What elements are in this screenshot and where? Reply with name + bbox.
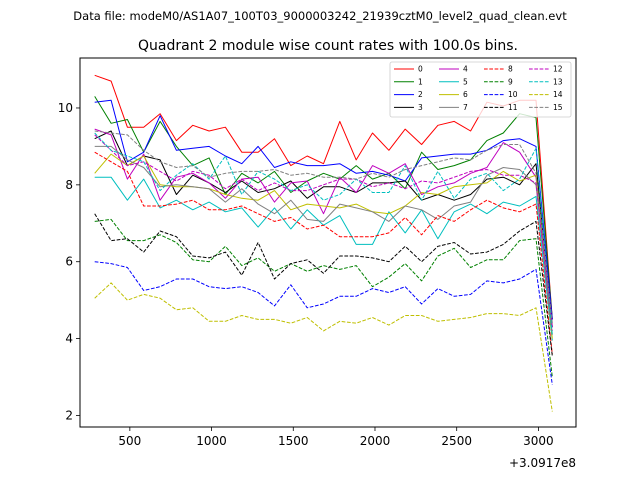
- x-axis-offset-label: +3.0917e8: [509, 456, 576, 470]
- legend-label-4: 4: [463, 65, 468, 74]
- series-line-14: [94, 282, 553, 412]
- legend-label-14: 14: [553, 90, 563, 99]
- plot-area: [80, 58, 576, 427]
- x-tick-label-1500: 1500: [278, 434, 309, 448]
- legend-label-15: 15: [553, 103, 563, 112]
- legend-label-13: 13: [553, 77, 563, 86]
- series-line-6: [94, 153, 553, 339]
- plot-frame: [79, 57, 577, 428]
- legend-label-11: 11: [508, 103, 518, 112]
- series-line-8: [94, 151, 553, 355]
- x-tick-label-500: 500: [118, 434, 141, 448]
- series-line-15: [94, 130, 553, 324]
- y-tick-label-2: 2: [65, 408, 73, 422]
- series-line-3: [94, 130, 553, 328]
- series-line-4: [94, 128, 553, 328]
- series-line-0: [94, 74, 553, 320]
- series-line-10: [94, 261, 553, 385]
- figure-suptitle: Data file: modeM0/AS1A07_100T03_90000032…: [73, 9, 567, 23]
- axes-layer: 500 1000 1500 2000 2500 3000 2 4 6 8 10: [58, 101, 554, 448]
- series-line-11: [94, 213, 553, 356]
- legend-label-2: 2: [418, 90, 423, 99]
- y-tick-label-10: 10: [58, 101, 73, 115]
- series-line-9: [94, 218, 553, 378]
- series-line-2: [94, 99, 553, 320]
- series-layer: [94, 74, 553, 412]
- x-tick-label-2000: 2000: [360, 434, 391, 448]
- legend-label-3: 3: [418, 103, 423, 112]
- series-line-13: [94, 132, 553, 335]
- legend-label-5: 5: [463, 77, 468, 86]
- y-tick-label-6: 6: [65, 255, 73, 269]
- y-tick-label-4: 4: [65, 332, 73, 346]
- x-tick-label-3000: 3000: [523, 434, 554, 448]
- legend-frame: [389, 61, 572, 118]
- legend-label-9: 9: [508, 77, 513, 86]
- series-line-7: [94, 145, 553, 335]
- legend-label-0: 0: [418, 65, 423, 74]
- legend-label-8: 8: [508, 65, 513, 74]
- legend-label-1: 1: [418, 77, 423, 86]
- legend-label-12: 12: [553, 65, 563, 74]
- legend-label-10: 10: [508, 90, 518, 99]
- chart-title: Quadrant 2 module wise count rates with …: [138, 38, 518, 54]
- legend-label-6: 6: [463, 90, 468, 99]
- legend-label-7: 7: [463, 103, 468, 112]
- x-tick-label-2500: 2500: [441, 434, 472, 448]
- y-tick-label-8: 8: [65, 178, 73, 192]
- series-line-12: [94, 134, 553, 331]
- x-tick-label-1000: 1000: [196, 434, 227, 448]
